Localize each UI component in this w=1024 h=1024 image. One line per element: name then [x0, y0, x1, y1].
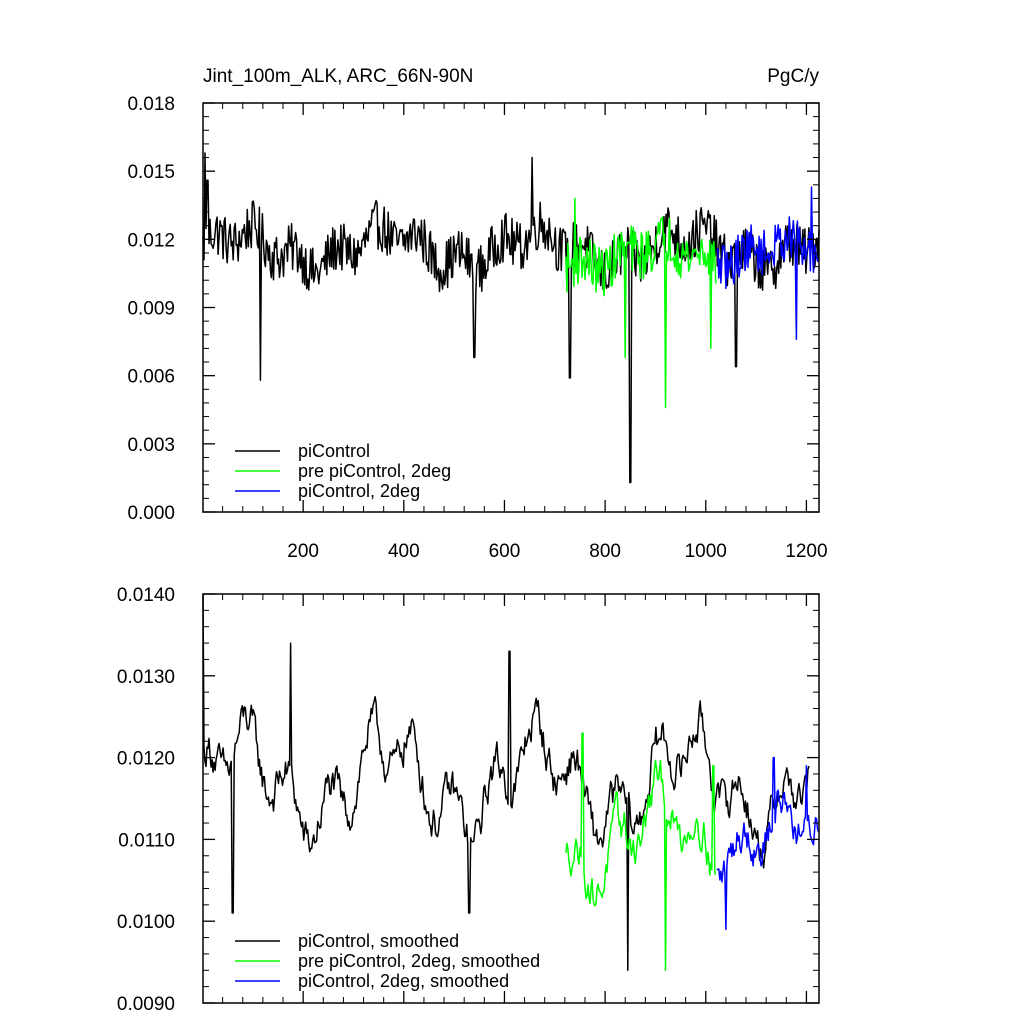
series-line — [202, 152, 820, 484]
legend-label: pre piControl, 2deg — [298, 461, 451, 481]
y-tick-label: 0.006 — [127, 367, 175, 388]
x-tick-label: 600 — [489, 541, 521, 562]
series-line — [716, 756, 820, 931]
y-tick-label: 0.018 — [127, 94, 175, 115]
top-series-group — [202, 152, 820, 484]
y-tick-label: 0.003 — [127, 435, 175, 456]
y-tick-label: 0.015 — [127, 162, 175, 183]
series-line — [202, 593, 810, 972]
y-tick-label: 0.000 — [127, 503, 175, 524]
legend-label: pre piControl, 2deg, smoothed — [298, 951, 540, 971]
series-line — [565, 197, 717, 409]
legend-label: piControl, 2deg — [298, 481, 420, 501]
top-plot-frame — [202, 102, 820, 513]
legend-label: piControl — [298, 441, 370, 461]
x-tick-label: 200 — [287, 541, 319, 562]
legend-label: piControl, smoothed — [298, 931, 459, 951]
y-tick-label: 0.0110 — [118, 830, 175, 851]
y-tick-label: 0.0090 — [117, 994, 175, 1015]
legend-label: piControl, 2deg, smoothed — [298, 971, 509, 991]
y-tick-label: 0.0140 — [117, 585, 175, 606]
y-tick-label: 0.0100 — [117, 912, 175, 933]
bottom-plot-frame — [202, 593, 820, 1004]
y-tick-label: 0.012 — [127, 230, 175, 251]
top-title-left: Jint_100m_ALK, ARC_66N-90N — [203, 66, 473, 87]
x-tick-label: 1000 — [685, 541, 727, 562]
x-tick-label: 400 — [388, 541, 420, 562]
top-title-right: PgC/y — [767, 66, 819, 87]
x-tick-label: 1200 — [785, 541, 827, 562]
bottom-panel: 0.0090 0.0100 0.0110 0.0120 0.0130 0.0140 piC… — [117, 585, 820, 1015]
series-line — [716, 186, 820, 341]
bottom-series-group — [202, 593, 820, 972]
y-tick-label: 0.0120 — [117, 749, 175, 770]
bottom-ticks: 0.0090 0.0100 0.0110 0.0120 0.0130 0.0140 — [117, 585, 819, 1015]
series-line — [565, 732, 717, 972]
top-ticks: 0.000 0.003 0.006 0.009 0.012 0.015 0.018 200 40… — [127, 94, 827, 562]
y-tick-label: 0.009 — [127, 299, 175, 320]
x-tick-label: 800 — [589, 541, 621, 562]
top-panel: Jint_100m_ALK, ARC_66N-90N PgC/y 0.0000.… — [127, 66, 827, 562]
y-tick-label: 0.0130 — [117, 667, 175, 688]
